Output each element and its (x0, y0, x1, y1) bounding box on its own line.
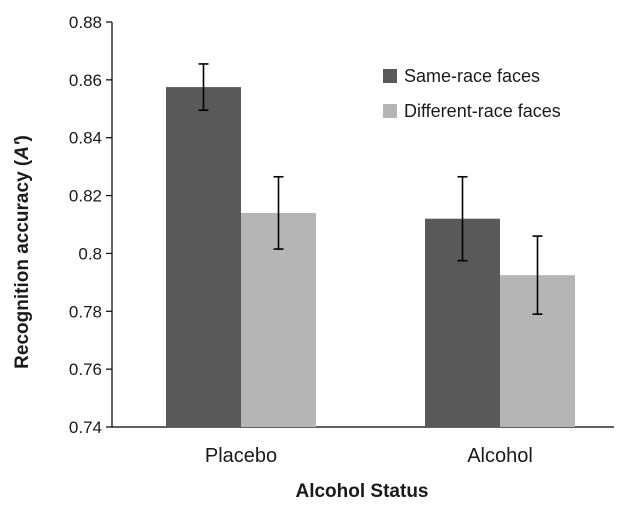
y-tick-label: 0.86 (69, 71, 102, 90)
legend-label-same-race: Same-race faces (404, 66, 540, 86)
y-axis-title-suffix: ) (12, 135, 33, 141)
x-axis-title: Alcohol Status (295, 481, 428, 502)
bar-placebo-same-race (166, 87, 241, 427)
y-tick-label: 0.76 (69, 360, 102, 379)
legend-swatch-same-race (383, 69, 397, 83)
y-axis-title: Recognition accuracy (A') (12, 135, 33, 369)
y-axis-title-symbol: A' (12, 140, 33, 161)
y-tick-label: 0.78 (69, 302, 102, 321)
y-tick-label: 0.82 (69, 187, 102, 206)
y-tick-label: 0.8 (78, 244, 102, 263)
legend: Same-race faces Different-race faces (383, 66, 561, 121)
y-tick-label: 0.74 (69, 418, 102, 437)
legend-label-different-race: Different-race faces (404, 101, 561, 121)
y-tick-label: 0.84 (69, 129, 102, 148)
legend-swatch-different-race (383, 104, 397, 118)
y-tick-label: 0.88 (69, 13, 102, 32)
y-axis-title-prefix: Recognition accuracy ( (12, 159, 33, 369)
x-category-label: Placebo (205, 445, 277, 467)
plot-area: 0.74 0.76 0.78 0.8 0.82 0.84 0.86 0.88 Placebo Al… (69, 13, 614, 467)
x-category-label: Alcohol (467, 445, 533, 467)
